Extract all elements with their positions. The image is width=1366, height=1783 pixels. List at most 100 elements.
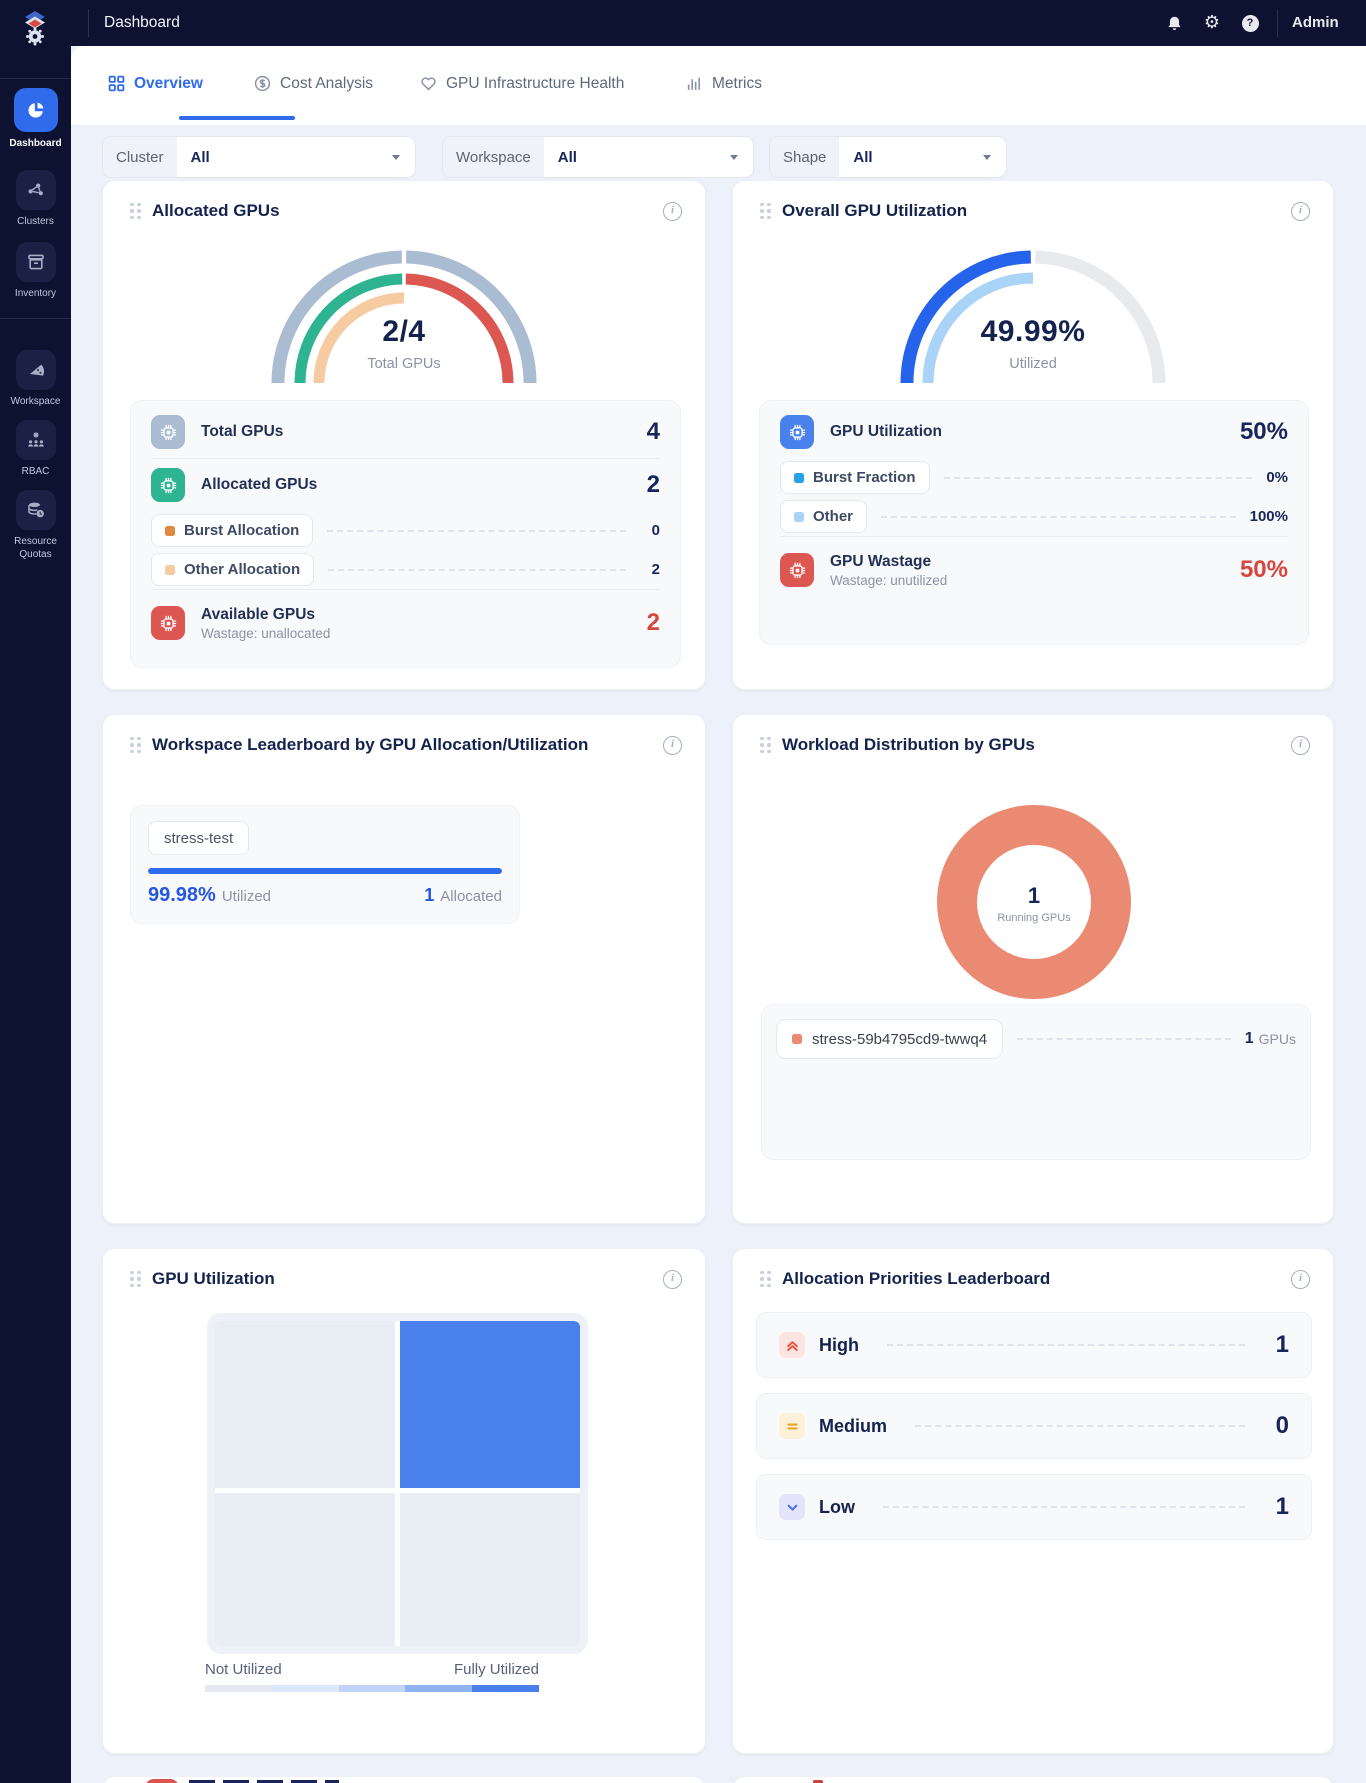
gpu-chip-icon [151,415,185,449]
workspace-chip[interactable]: stress-test [148,821,250,855]
dashed-connector [327,529,626,532]
legend-row: stress-59b4795cd9-twwq4 1 GPUs [776,1019,1296,1059]
info-icon[interactable] [1291,1270,1310,1289]
shape-filter-select[interactable]: Shape All [769,136,1007,178]
sidebar-item-label: Clusters [17,216,54,227]
sidebar-item-label: Dashboard [9,138,62,149]
treemap-cell-utilized[interactable] [400,1321,580,1488]
gauge-sublabel: Utilized [1009,356,1057,372]
info-icon[interactable] [1291,736,1310,755]
allocation-priorities-card: Allocation Priorities Leaderboard High 1… [732,1248,1334,1754]
info-icon[interactable] [663,736,682,755]
dashed-connector [328,568,626,571]
pie-slice-icon [15,350,56,390]
sidebar-item-label: RBAC [21,466,50,477]
info-icon[interactable] [663,202,682,221]
legend-min-label: Not Utilized [205,1661,282,1678]
sidebar-item-clusters[interactable]: Clusters [0,170,71,229]
grid-icon [108,75,125,92]
treemap-cell[interactable] [400,1493,580,1646]
card-title: GPU Utilization [152,1269,275,1288]
cluster-filter-select[interactable]: Cluster All [102,136,416,178]
stat-value: 0 [651,522,660,539]
legend-chip[interactable]: Burst Fraction [780,461,930,494]
allocated-count: 1 [424,885,435,905]
tab-overview[interactable]: Overview [108,46,203,121]
tab-metrics[interactable]: Metrics [686,46,762,121]
legend-chip[interactable]: Other Allocation [151,553,315,586]
donut-center: 1 Running GPUs [997,883,1071,924]
settings-gear-icon[interactable] [1202,13,1222,33]
stat-value: 2 [646,471,660,498]
stat-row-other-allocation: Other Allocation 2 [151,550,660,589]
gpu-utilization-heatmap-card: GPU Utilization Not Utilized Fully Utili… [102,1248,706,1754]
gpu-chip-icon [151,468,185,502]
heart-icon [421,77,436,91]
chevron-down-icon [392,154,400,160]
stat-value: 2 [651,561,660,578]
dashed-connector [1017,1038,1231,1040]
app-logo-icon[interactable] [15,8,55,48]
legend-chip[interactable]: Burst Allocation [151,514,314,547]
legend-swatch [792,1034,802,1044]
drag-handle-icon[interactable] [130,736,141,754]
sidebar-item-rbac[interactable]: RBAC [0,420,71,479]
sidebar-item-label: Workspace [10,396,61,407]
priority-row-medium: Medium 0 [756,1393,1312,1459]
info-icon[interactable] [1291,202,1310,221]
tab-gpu-infrastructure-health[interactable]: GPU Infrastructure Health [420,46,624,121]
gpu-utilization-gauge: 49.99% Utilized [893,243,1173,393]
chevron-down-icon [730,154,738,160]
utilized-percent: 99.98% [148,884,216,906]
topbar-divider [88,9,89,37]
card-title: Workload Distribution by GPUs [782,735,1035,754]
workload-distribution-card: Workload Distribution by GPUs 1 Running … [732,714,1334,1224]
workspace-leaderboard-card: Workspace Leaderboard by GPU Allocation/… [102,714,706,1224]
filter-label: Cluster [103,137,177,177]
info-icon[interactable] [663,1270,682,1289]
drag-handle-icon[interactable] [130,202,141,220]
tab-cost-analysis[interactable]: Cost Analysis [254,46,373,121]
gauge-value: 2/4 [382,315,426,348]
cutoff-card [732,1776,1334,1783]
workspace-filter-select[interactable]: Workspace All [442,136,754,178]
drag-handle-icon[interactable] [760,736,771,754]
equals-icon [779,1413,805,1439]
utilization-stats-panel: GPU Utilization 50% Burst Fraction 0% Ot… [759,400,1309,645]
sidebar-divider [0,78,71,79]
stat-value: 0% [1266,469,1288,486]
dollar-circle-icon [254,75,271,92]
priority-count: 1 [1275,1493,1289,1520]
heatmap-legend: Not Utilized Fully Utilized [205,1661,539,1692]
filter-value: All [557,148,577,166]
gauge-value: 49.99% [980,315,1086,348]
drag-handle-icon[interactable] [130,1270,141,1288]
sidebar-item-inventory[interactable]: Inventory [0,242,71,301]
stat-row-allocated-gpus: Allocated GPUs 2 [151,459,660,511]
priority-row-low: Low 1 [756,1474,1312,1540]
treemap-cell[interactable] [215,1321,395,1488]
priority-count: 0 [1275,1412,1289,1439]
dashed-connector [915,1425,1245,1427]
sidebar-item-dashboard[interactable]: Dashboard [0,88,71,151]
gauge-sublabel: Total GPUs [367,356,441,372]
archive-box-icon [15,242,56,282]
stat-value: 100% [1249,508,1288,525]
gpu-treemap [207,1313,588,1654]
legend-chip[interactable]: Other [780,500,868,533]
treemap-cell[interactable] [215,1493,395,1646]
leaderboard-entry: stress-test 99.98% Utilized 1 Allocated [130,805,520,924]
sidebar-item-workspace[interactable]: Workspace [0,350,71,409]
stat-row-other-utilization: Other 100% [780,497,1288,536]
notifications-bell-icon[interactable] [1164,13,1184,33]
drag-handle-icon[interactable] [760,1270,771,1288]
active-tab-underline [179,116,295,120]
user-menu[interactable]: Admin [1292,14,1339,31]
help-icon[interactable] [1240,13,1260,33]
filter-value: All [190,148,210,166]
workload-chip[interactable]: stress-59b4795cd9-twwq4 [776,1019,1004,1059]
drag-handle-icon[interactable] [760,202,771,220]
stat-row-burst-allocation: Burst Allocation 0 [151,511,660,550]
sidebar-item-resource-quotas[interactable]: Resource Quotas [0,490,71,561]
